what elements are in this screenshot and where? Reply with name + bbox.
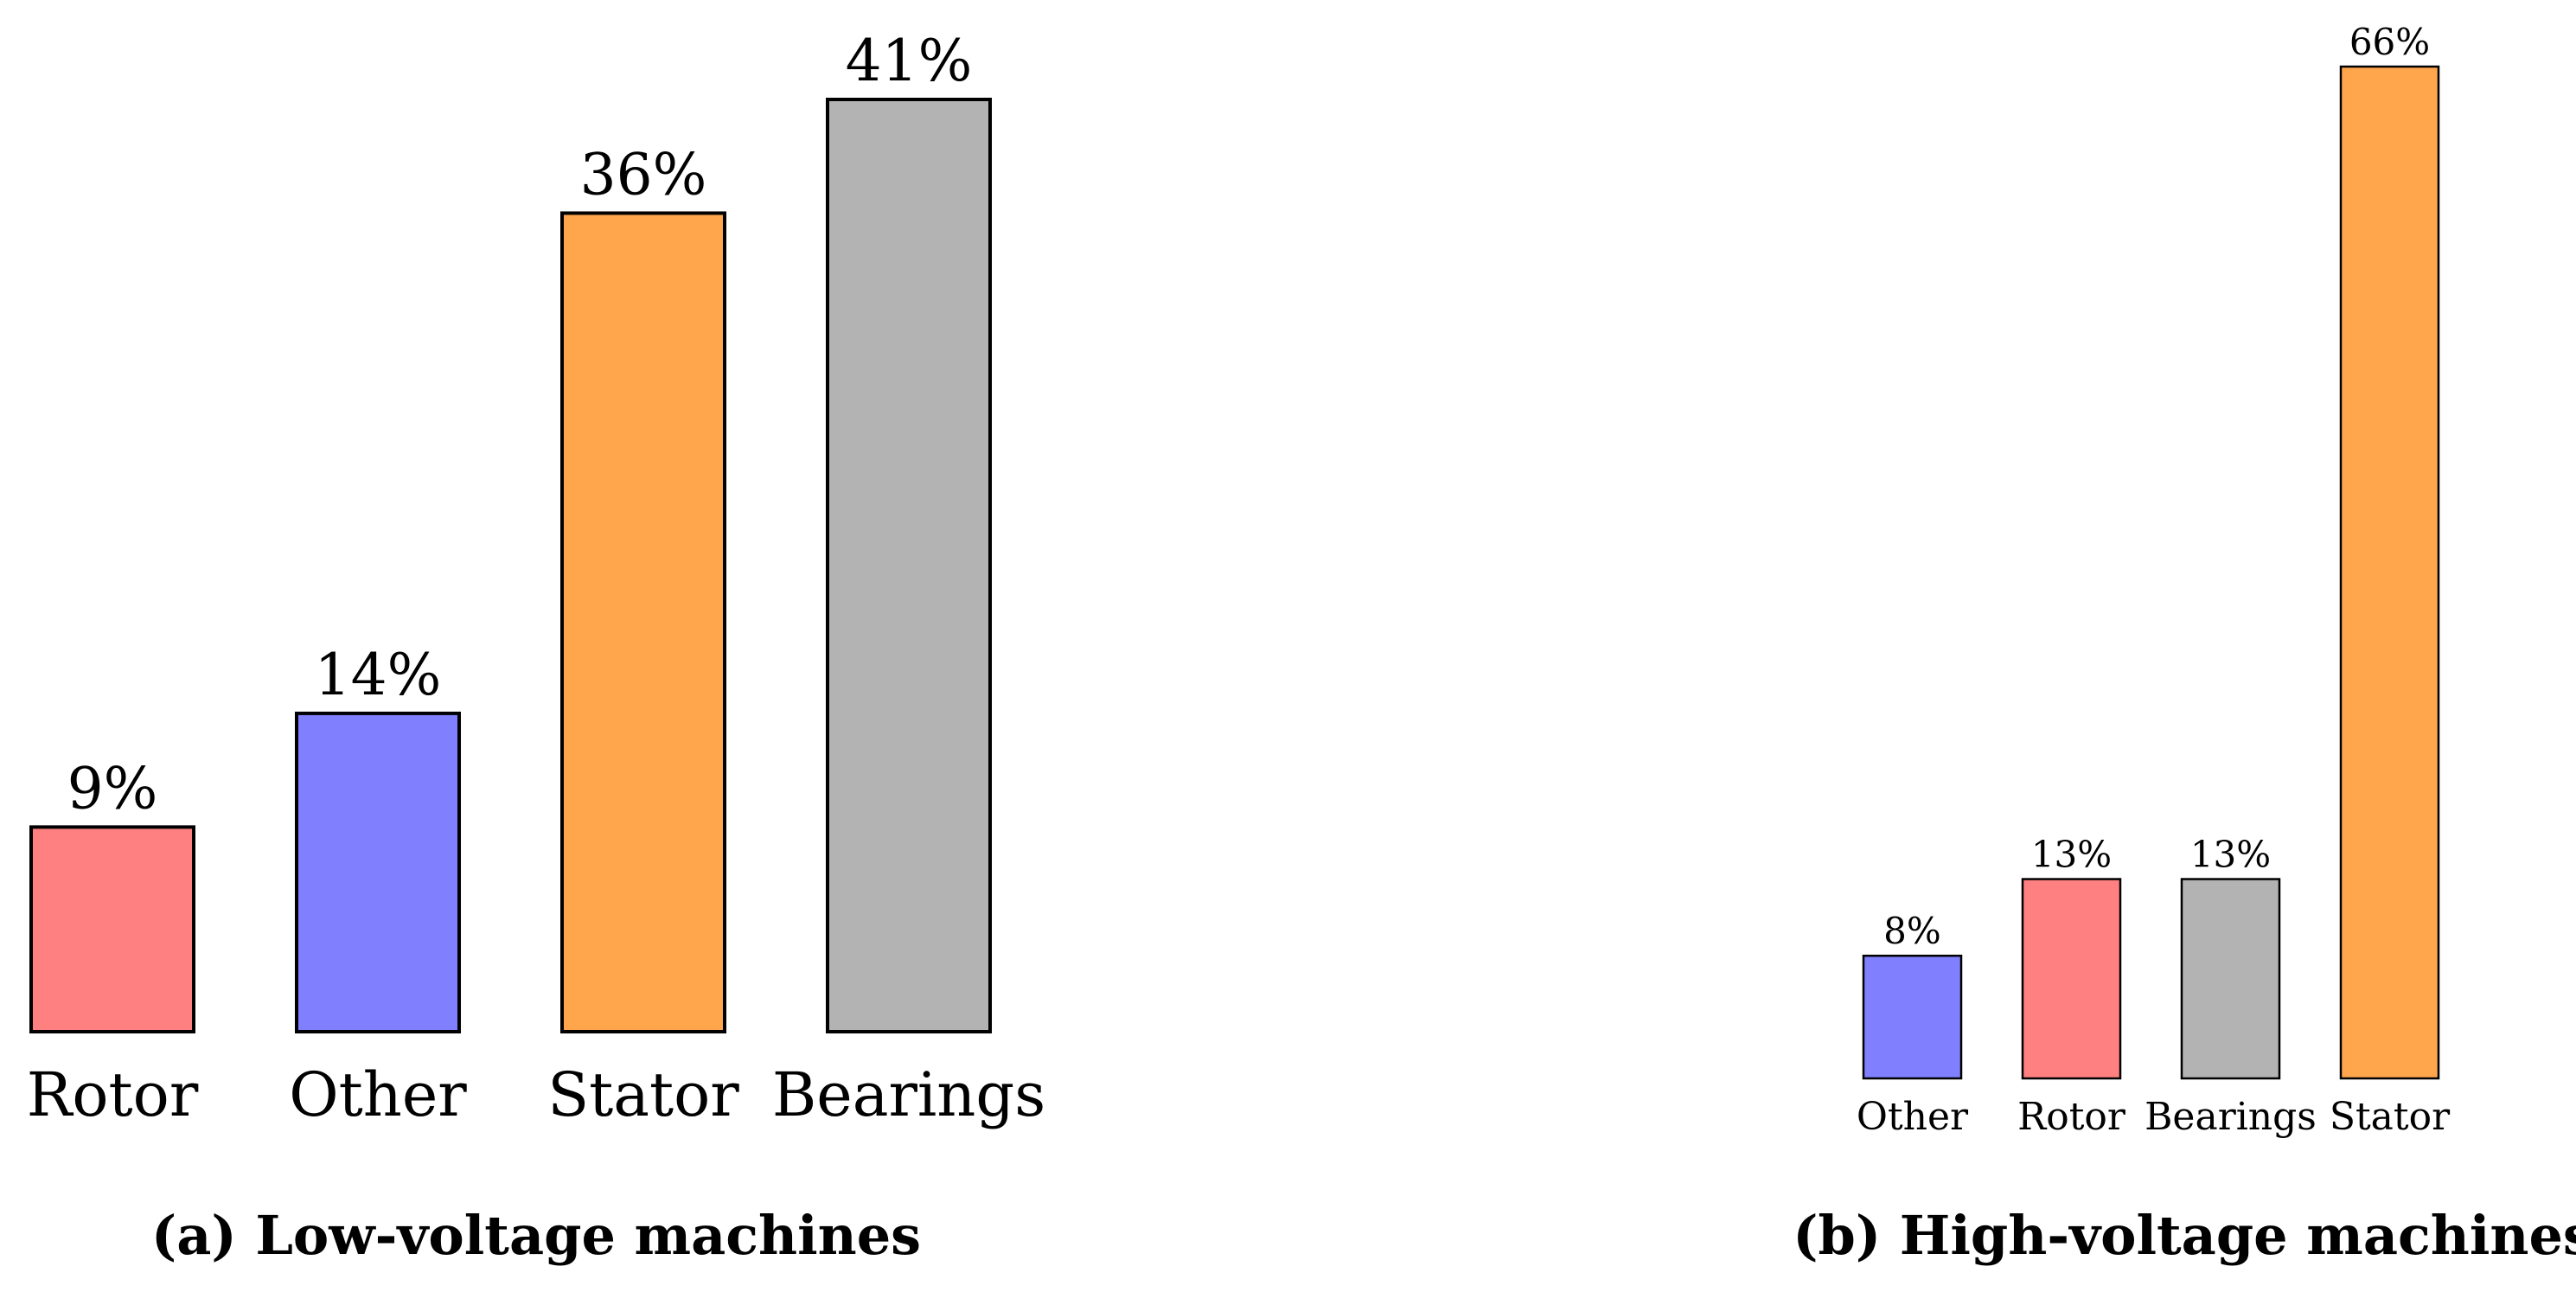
panel-high-voltage: 8% Other 13% Rotor 13% Bearings 66% Stator bbox=[1857, 21, 2451, 1139]
bar-bearings bbox=[2180, 878, 2281, 1080]
category-label-stator: Stator bbox=[547, 1059, 739, 1130]
category-label-bearings: Bearings bbox=[2145, 1095, 2317, 1139]
caption-high-voltage: (b) High-voltage machines bbox=[1793, 1204, 2576, 1267]
category-label-stator: Stator bbox=[2330, 1095, 2451, 1139]
category-label-other: Other bbox=[1857, 1095, 1969, 1139]
bar-rotor bbox=[2021, 878, 2122, 1080]
bar-other bbox=[1862, 954, 1963, 1080]
bar-rotor bbox=[29, 825, 195, 1033]
value-label-rotor: 13% bbox=[2031, 834, 2112, 876]
value-label-stator: 36% bbox=[580, 141, 707, 208]
category-label-other: Other bbox=[289, 1059, 467, 1130]
value-label-rotor: 9% bbox=[67, 755, 158, 822]
bar-stator bbox=[2339, 65, 2440, 1080]
category-label-rotor: Rotor bbox=[2017, 1095, 2126, 1139]
value-label-other: 8% bbox=[1883, 910, 1941, 952]
bar-other bbox=[295, 711, 461, 1034]
bar-bearings bbox=[826, 98, 992, 1033]
value-label-bearings: 41% bbox=[846, 28, 973, 94]
category-label-rotor: Rotor bbox=[27, 1059, 199, 1130]
value-label-bearings: 13% bbox=[2190, 834, 2271, 876]
value-label-other: 14% bbox=[315, 642, 442, 708]
category-label-bearings: Bearings bbox=[772, 1059, 1045, 1130]
panel-low-voltage: 9% Rotor 14% Other 36% Stator 41% Bearings bbox=[27, 28, 1045, 1130]
value-label-stator: 66% bbox=[2349, 21, 2430, 63]
caption-low-voltage: (a) Low-voltage machines bbox=[151, 1204, 921, 1267]
bar-stator bbox=[560, 211, 726, 1033]
